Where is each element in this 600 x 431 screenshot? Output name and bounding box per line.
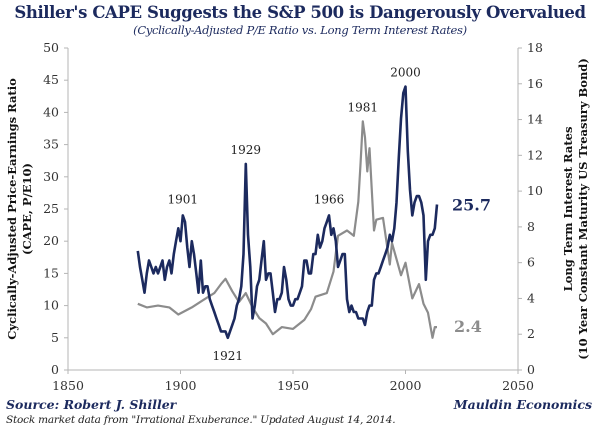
y2-tick-label: 4 [527,290,535,305]
x-tick-label: 1850 [52,378,84,393]
y-tick-label: 5 [51,330,59,345]
brand-credit: Mauldin Economics [453,397,592,412]
peak-annotation: 2000 [390,66,421,80]
x-tick-label: 1950 [277,378,309,393]
y-tick-label: 0 [51,362,59,377]
peak-annotation: 1901 [167,192,198,206]
peak-annotation: 1929 [230,143,261,157]
y2-tick-label: 8 [527,219,535,234]
y2-axis-title: Long Term Interest Rates(10 Year Constan… [561,58,590,360]
y2-tick-label: 10 [527,183,543,198]
y2-axis-title-line1: Long Term Interest Rates [561,127,575,292]
y2-tick-label: 0 [527,362,535,377]
y-tick-label: 30 [43,169,59,184]
cape-line [136,85,439,340]
peak-annotation: 1981 [347,100,378,114]
peak-annotation: 1966 [314,192,345,206]
y2-tick-label: 16 [527,76,543,91]
y-tick-label: 40 [43,104,59,119]
y-tick-label: 35 [43,137,59,152]
cape-latest-value: 25.7 [452,195,491,214]
y2-tick-label: 12 [527,147,543,162]
x-tick-label: 2000 [390,378,422,393]
y-tick-label: 45 [43,72,59,87]
y-tick-label: 10 [43,298,59,313]
x-tick-label: 1900 [165,378,197,393]
y2-axis-title-line2: (10 Year Constant Maturity US Treasury B… [576,58,590,360]
y-axis-title: Cyclically-Adjusted Price-Earnings Ratio… [5,78,34,340]
rate-latest-value: 2.4 [454,317,482,336]
y-axis-title-line1: Cyclically-Adjusted Price-Earnings Ratio [5,78,19,340]
y-tick-label: 20 [43,233,59,248]
y2-tick-label: 2 [527,326,535,341]
chart-subtitle: (Cyclically-Adjusted P/E Ratio vs. Long … [133,23,467,37]
chart-title: Shiller's CAPE Suggests the S&P 500 is D… [14,3,586,22]
source-credit: Source: Robert J. Shiller [6,397,177,412]
x-tick-label: 2050 [502,378,534,393]
y2-tick-label: 6 [527,255,535,270]
y-tick-label: 50 [43,40,59,55]
y2-tick-label: 14 [527,112,543,127]
y2-tick-label: 18 [527,40,543,55]
y-axis-title-line2: (CAPE, P/E10) [20,163,34,255]
data-note: Stock market data from "Irrational Exube… [6,414,396,426]
y-tick-label: 25 [43,201,59,216]
interest-rate-line [137,120,437,339]
peak-annotation: 1921 [212,349,243,363]
y-tick-label: 15 [43,265,59,280]
